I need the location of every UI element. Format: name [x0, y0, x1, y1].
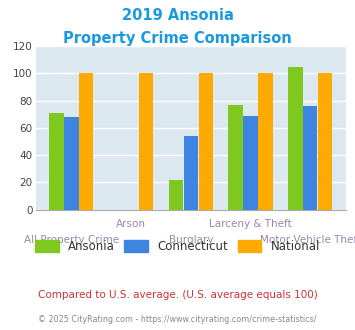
Bar [169, 180, 183, 210]
Bar [184, 136, 198, 210]
Text: All Property Crime: All Property Crime [24, 235, 119, 245]
Text: Property Crime Comparison: Property Crime Comparison [63, 31, 292, 46]
Bar [198, 74, 213, 210]
Bar [288, 67, 302, 210]
Bar [139, 74, 153, 210]
Bar [64, 117, 78, 210]
Bar [258, 74, 273, 210]
Legend: Ansonia, Connecticut, National: Ansonia, Connecticut, National [35, 240, 320, 253]
Bar [229, 105, 243, 210]
Text: 2019 Ansonia: 2019 Ansonia [121, 8, 234, 23]
Bar [244, 115, 258, 210]
Text: Larceny & Theft: Larceny & Theft [209, 219, 292, 229]
Bar [318, 74, 332, 210]
Text: Compared to U.S. average. (U.S. average equals 100): Compared to U.S. average. (U.S. average … [38, 290, 317, 300]
Bar [303, 106, 317, 210]
Bar [49, 113, 64, 210]
Text: Arson: Arson [116, 219, 146, 229]
Text: © 2025 CityRating.com - https://www.cityrating.com/crime-statistics/: © 2025 CityRating.com - https://www.city… [38, 315, 317, 324]
Bar [79, 74, 93, 210]
Text: Motor Vehicle Theft: Motor Vehicle Theft [260, 235, 355, 245]
Text: Burglary: Burglary [169, 235, 213, 245]
